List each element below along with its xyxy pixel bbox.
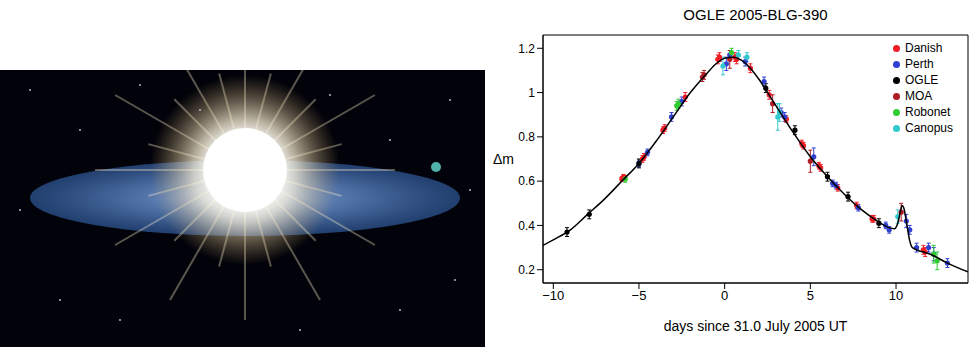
html-text:Robonet: Robonet: [905, 105, 951, 119]
svg-text:Δm: Δm: [493, 151, 514, 167]
svg-text:1.2: 1.2: [518, 42, 535, 56]
svg-text:0: 0: [721, 288, 728, 303]
svg-text:10: 10: [889, 288, 903, 303]
svg-text:5: 5: [807, 288, 814, 303]
svg-text:−10: −10: [542, 288, 564, 303]
svg-text:0.6: 0.6: [518, 174, 535, 188]
html-text:Perth: Perth: [905, 57, 934, 71]
svg-text:−5: −5: [632, 288, 647, 303]
html-text:OGLE 2005-BLG-390: OGLE 2005-BLG-390: [683, 6, 828, 23]
html-text:Danish: Danish: [905, 41, 943, 55]
svg-text:0.2: 0.2: [518, 263, 535, 277]
svg-text:0.4: 0.4: [518, 219, 535, 233]
html-text:OGLE: OGLE: [905, 73, 939, 87]
svg-text:days since 31.0 July 2005 UT: days since 31.0 July 2005 UT: [664, 318, 848, 334]
html-text:Canopus: Canopus: [905, 121, 953, 135]
html-text:MOA: MOA: [905, 89, 933, 103]
svg-text:1: 1: [528, 86, 535, 100]
svg-text:0.8: 0.8: [518, 130, 535, 144]
